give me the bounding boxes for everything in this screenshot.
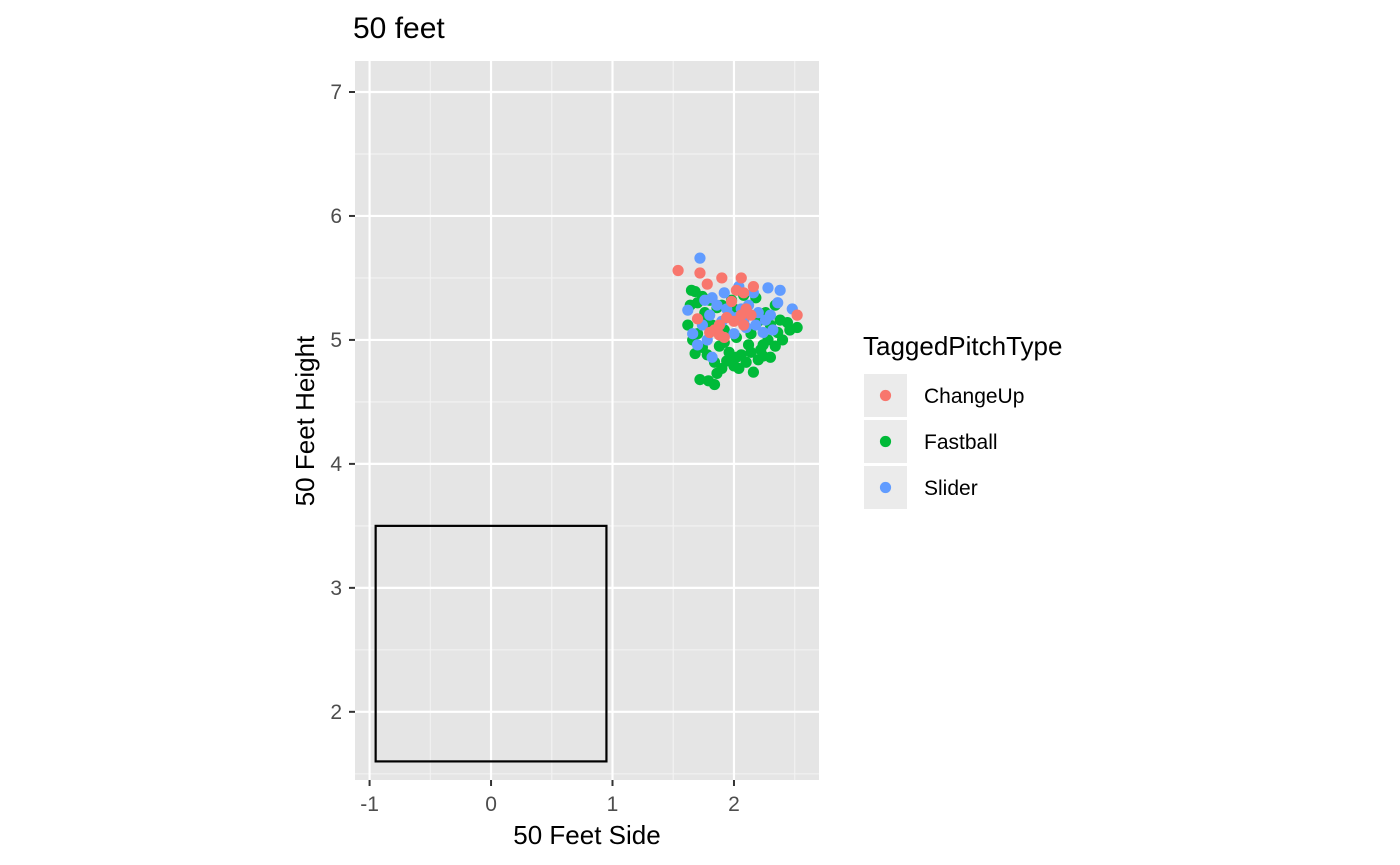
fastball-point [689, 347, 701, 360]
y-tick-label: 5 [330, 329, 342, 352]
changeup-point [694, 267, 706, 279]
slider-point [767, 324, 779, 336]
minor-gridlines [355, 61, 819, 780]
changeup-point [745, 309, 757, 321]
slider-point [718, 287, 730, 299]
x-tick-label: 2 [728, 793, 740, 816]
changeup-point [672, 264, 684, 277]
changeup-point [701, 278, 713, 290]
slider-point [774, 284, 786, 296]
y-tick-label: 4 [330, 453, 342, 476]
slider-point [682, 304, 694, 316]
slider-point [762, 282, 774, 294]
fastball-point [764, 351, 777, 363]
changeup-point [691, 313, 704, 325]
fastball-point [694, 373, 706, 386]
legend-label: ChangeUp [924, 385, 1024, 408]
slider-point [691, 339, 704, 351]
x-axis-title: 50 Feet Side [513, 820, 660, 850]
major-gridlines [355, 61, 819, 780]
legend: TaggedPitchType ChangeUp Fastball Slider [863, 331, 1062, 509]
legend-label: Slider [924, 477, 978, 500]
legend-key-point [879, 389, 892, 402]
fastball-point [757, 339, 769, 351]
fastball-point [745, 346, 757, 358]
slider-point [704, 309, 716, 321]
changeup-point [718, 331, 730, 344]
changeup-point [704, 326, 716, 339]
changeup-point [738, 319, 750, 331]
fastball-point [774, 314, 786, 326]
changeup-point [791, 309, 803, 321]
changeup-point [735, 309, 747, 321]
slider-point [694, 252, 706, 264]
legend-key-point [879, 481, 892, 494]
fastball-point [784, 324, 796, 336]
plot-panel [355, 61, 819, 780]
y-tick-label: 2 [330, 701, 342, 724]
changeup-point [716, 272, 728, 284]
slider-point [728, 328, 740, 340]
slider-point [750, 319, 762, 331]
y-tick-label: 7 [330, 81, 342, 104]
legend-title: TaggedPitchType [863, 331, 1062, 361]
x-tick-label: 0 [485, 793, 497, 816]
slider-point [711, 299, 723, 311]
fastball-point [747, 366, 760, 378]
slider-point [706, 351, 718, 363]
changeup-point [725, 295, 738, 308]
slider-point [757, 326, 769, 339]
x-tick-label: -1 [360, 793, 379, 816]
pitch-points [672, 252, 803, 391]
slider-point [764, 309, 777, 321]
y-tick-label: 3 [330, 577, 342, 600]
fastball-point [708, 378, 721, 391]
fastball-point [769, 340, 781, 352]
x-tick-label: 1 [607, 793, 619, 816]
changeup-point [721, 312, 733, 324]
fastball-point [733, 362, 745, 375]
legend-key-point [879, 435, 892, 448]
changeup-point [738, 287, 750, 299]
y-tick-label: 6 [330, 205, 342, 228]
legend-label: Fastball [924, 431, 998, 454]
slider-point [699, 294, 711, 306]
fastball-point [730, 351, 743, 363]
changeup-point [735, 272, 747, 284]
fastball-point [682, 319, 694, 331]
y-axis-ticks: 2 3 4 5 6 7 [330, 81, 355, 724]
x-axis-ticks: -1 0 1 2 [360, 780, 740, 816]
chart-title: 50 feet [353, 12, 445, 45]
slider-point [687, 328, 699, 340]
changeup-point [747, 281, 760, 293]
y-axis-title: 50 Feet Height [290, 335, 320, 506]
strike-zone-box [374, 524, 608, 763]
slider-point [772, 297, 784, 309]
